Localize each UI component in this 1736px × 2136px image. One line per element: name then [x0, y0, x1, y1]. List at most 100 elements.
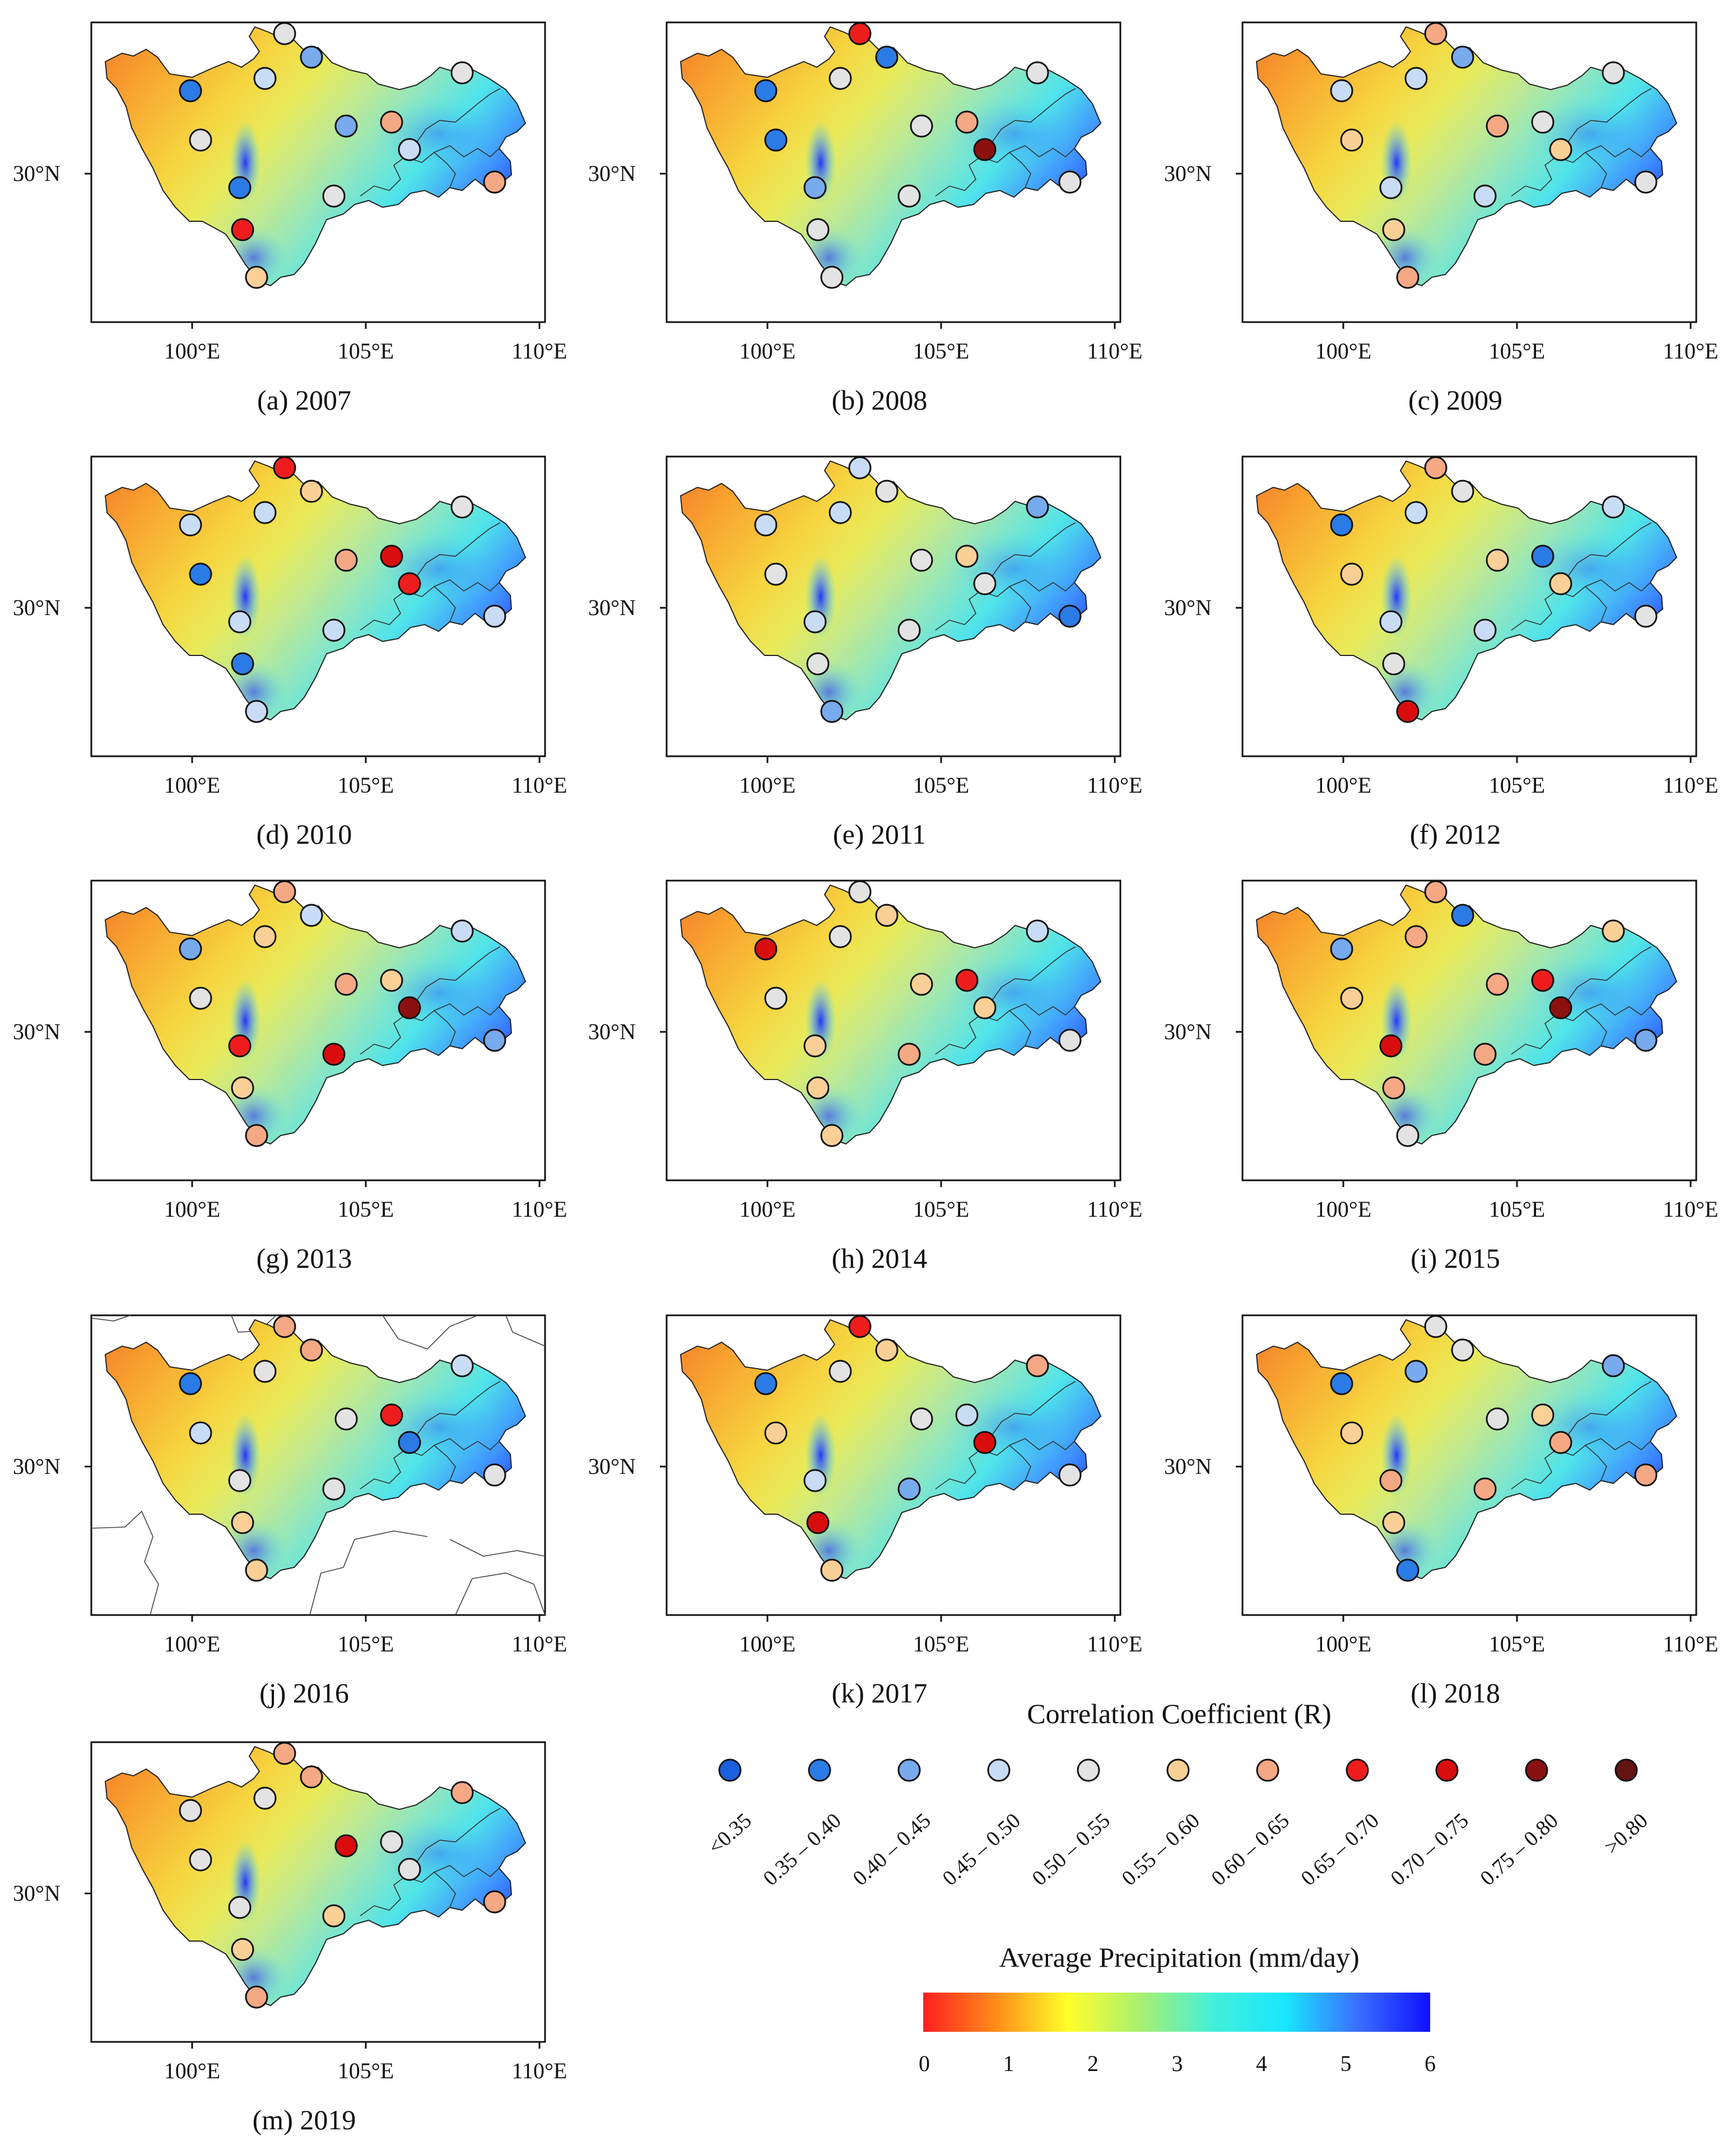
station-marker [398, 1431, 421, 1454]
r-legend-swatch [1435, 1758, 1459, 1782]
colorbar-tick-label: 6 [1425, 2051, 1436, 2076]
stations [179, 880, 506, 1147]
r-legend-swatch [718, 1758, 742, 1782]
station-marker [273, 456, 296, 480]
x-tick-label: 100°E [739, 773, 796, 798]
station-marker [253, 1786, 277, 1810]
province-boundaries [360, 946, 501, 1055]
station-marker [764, 986, 788, 1010]
station-marker [179, 79, 202, 103]
station-marker [1549, 572, 1572, 595]
station-marker [380, 1403, 403, 1427]
station-marker [380, 1830, 403, 1854]
axis-ticks [85, 607, 541, 763]
station-marker [754, 79, 778, 103]
map-panel-d-2010 [58, 423, 579, 790]
station-marker [1602, 495, 1625, 519]
station-marker [910, 114, 933, 138]
colorbar-tick-label: 5 [1340, 2051, 1352, 2076]
station-marker [483, 604, 506, 628]
station-marker [806, 652, 830, 676]
r-legend-swatch [1525, 1758, 1548, 1782]
station-marker [1424, 22, 1448, 45]
panel-caption: (a) 2007 [257, 384, 351, 416]
station-marker [1634, 170, 1658, 194]
station-marker [1486, 972, 1509, 996]
axis-ticks [1236, 173, 1692, 329]
x-tick-label: 105°E [337, 2058, 394, 2083]
stations [179, 456, 506, 723]
station-marker [910, 548, 933, 572]
station-marker [273, 1742, 296, 1765]
x-tick-label: 100°E [1315, 773, 1372, 798]
station-marker [973, 572, 997, 595]
x-tick-label: 105°E [913, 1631, 970, 1656]
station-marker [1026, 1354, 1049, 1378]
station-marker [910, 1407, 933, 1431]
province-boundaries [1511, 522, 1652, 631]
province-boundaries [360, 88, 501, 197]
station-marker [450, 919, 474, 943]
station-marker [1634, 1029, 1658, 1052]
station-marker [380, 969, 403, 992]
r-legend-label: 0.45 – 0.50 [938, 1808, 1025, 1891]
axis-ticks [660, 1031, 1116, 1187]
map-panel-a-2007 [58, 0, 579, 356]
station-marker [1340, 986, 1363, 1010]
axis-ticks [1236, 1031, 1692, 1187]
map-j-2016 [85, 1314, 546, 1622]
station-marker [803, 1034, 827, 1058]
stations [179, 1315, 506, 1582]
x-tick-label: 105°E [1488, 1631, 1546, 1656]
map-panel-f-2012 [1209, 423, 1730, 790]
station-marker [245, 1124, 268, 1147]
axis-ticks [660, 1465, 1116, 1622]
station-marker [955, 969, 979, 992]
station-marker [1026, 919, 1049, 943]
station-marker [228, 176, 252, 199]
province-boundaries [1511, 88, 1652, 197]
station-marker [754, 513, 778, 537]
station-marker [1379, 176, 1403, 199]
r-legend-label: 0.75 – 0.80 [1476, 1808, 1563, 1891]
x-tick-label: 100°E [739, 1631, 796, 1656]
station-marker [1330, 937, 1353, 961]
map-panel-h-2014 [633, 847, 1154, 1214]
x-tick-label: 110°E [1087, 338, 1143, 364]
station-marker [1404, 67, 1428, 90]
axis-ticks [660, 173, 1116, 329]
r-legend-label: 0.70 – 0.75 [1386, 1808, 1473, 1891]
station-marker [483, 1029, 506, 1052]
map-panel-e-2011 [633, 423, 1154, 790]
station-marker [973, 996, 997, 1020]
r-legend-label: 0.65 – 0.70 [1296, 1808, 1384, 1891]
panel-caption: (m) 2019 [252, 2104, 356, 2135]
station-marker [300, 904, 323, 927]
x-tick-label: 110°E [511, 2058, 567, 2083]
x-tick-label: 100°E [164, 338, 221, 364]
x-tick-label: 105°E [1488, 1197, 1546, 1222]
station-marker [483, 1890, 506, 1914]
x-tick-label: 100°E [1315, 1631, 1372, 1656]
station-marker [764, 1421, 788, 1445]
x-tick-label: 105°E [1488, 338, 1546, 364]
station-marker [1058, 170, 1082, 194]
station-marker [1379, 1469, 1403, 1492]
station-marker [179, 1372, 202, 1395]
r-legend-label: 0.35 – 0.40 [758, 1808, 846, 1891]
x-tick-label: 110°E [511, 1197, 567, 1222]
station-marker [300, 45, 323, 69]
stations [754, 1315, 1082, 1582]
panel-caption: (l) 2018 [1411, 1677, 1500, 1709]
station-marker [973, 1431, 997, 1454]
station-marker [253, 925, 277, 948]
station-marker [829, 67, 852, 90]
station-marker [334, 972, 358, 996]
station-marker [1451, 1338, 1474, 1362]
station-marker [1058, 1029, 1082, 1052]
x-tick-label: 100°E [164, 1631, 221, 1656]
colorbar-tick-label: 0 [919, 2051, 930, 2076]
station-marker [875, 1338, 899, 1362]
station-marker [955, 110, 979, 134]
station-marker [1451, 480, 1474, 503]
